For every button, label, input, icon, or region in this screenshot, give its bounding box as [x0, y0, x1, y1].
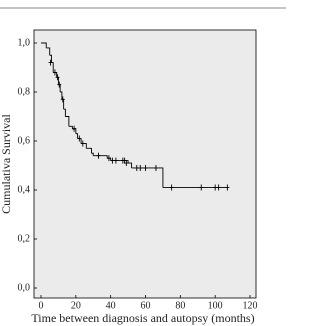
censor-mark	[106, 155, 111, 162]
x-axis-label: Time between diagnosis and autopsy (mont…	[31, 311, 254, 325]
y-tick-label: 0,2	[18, 233, 31, 244]
x-tick-label: 20	[71, 300, 81, 311]
survival-step	[128, 162, 133, 168]
survival-step	[65, 116, 70, 127]
survival-step	[63, 108, 66, 117]
survival-step	[68, 125, 73, 129]
y-tick-label: 1,0	[18, 37, 31, 48]
censor-mark	[77, 135, 82, 142]
censor-mark	[169, 184, 174, 191]
survival-step	[46, 47, 51, 56]
plot-area	[33, 29, 257, 299]
censor-mark	[72, 125, 77, 132]
censor-mark	[80, 140, 85, 147]
censor-mark	[124, 160, 129, 167]
censor-mark	[134, 164, 139, 171]
censor-mark	[48, 59, 53, 66]
x-tick-label: 60	[141, 300, 151, 311]
censor-mark	[57, 81, 62, 88]
x-tick-label: 100	[208, 300, 223, 311]
x-tick-label: 0	[39, 300, 44, 311]
y-tick-label: 0,8	[18, 86, 31, 97]
survival-step	[41, 42, 47, 48]
censor-mark	[110, 157, 115, 164]
x-tick-label: 80	[175, 300, 185, 311]
censor-mark	[143, 164, 148, 171]
censor-mark	[213, 184, 218, 191]
y-tick-label: 0,4	[18, 184, 31, 195]
survival-step	[75, 133, 79, 139]
y-tick-label: 0,6	[18, 135, 31, 146]
censor-mark	[138, 164, 143, 171]
survival-step	[91, 152, 94, 156]
censor-mark	[199, 184, 204, 191]
survival-step	[49, 54, 52, 63]
survival-step	[86, 147, 92, 154]
censor-mark	[96, 152, 101, 159]
censor-mark	[60, 96, 65, 103]
censor-mark	[52, 69, 57, 76]
x-tick-label: 120	[243, 300, 258, 311]
y-tick-label: 0,0	[18, 282, 31, 293]
censor-mark	[153, 164, 158, 171]
censor-mark	[113, 157, 118, 164]
chart: Cumulativa Survival Time between diagnos…	[0, 7, 286, 325]
y-axis-label: Cumulativa Survival	[0, 114, 13, 214]
censor-mark	[55, 74, 60, 81]
survival-step	[60, 91, 63, 100]
censor-mark	[216, 184, 221, 191]
x-tick-label: 40	[106, 300, 116, 311]
censor-mark	[225, 184, 230, 191]
